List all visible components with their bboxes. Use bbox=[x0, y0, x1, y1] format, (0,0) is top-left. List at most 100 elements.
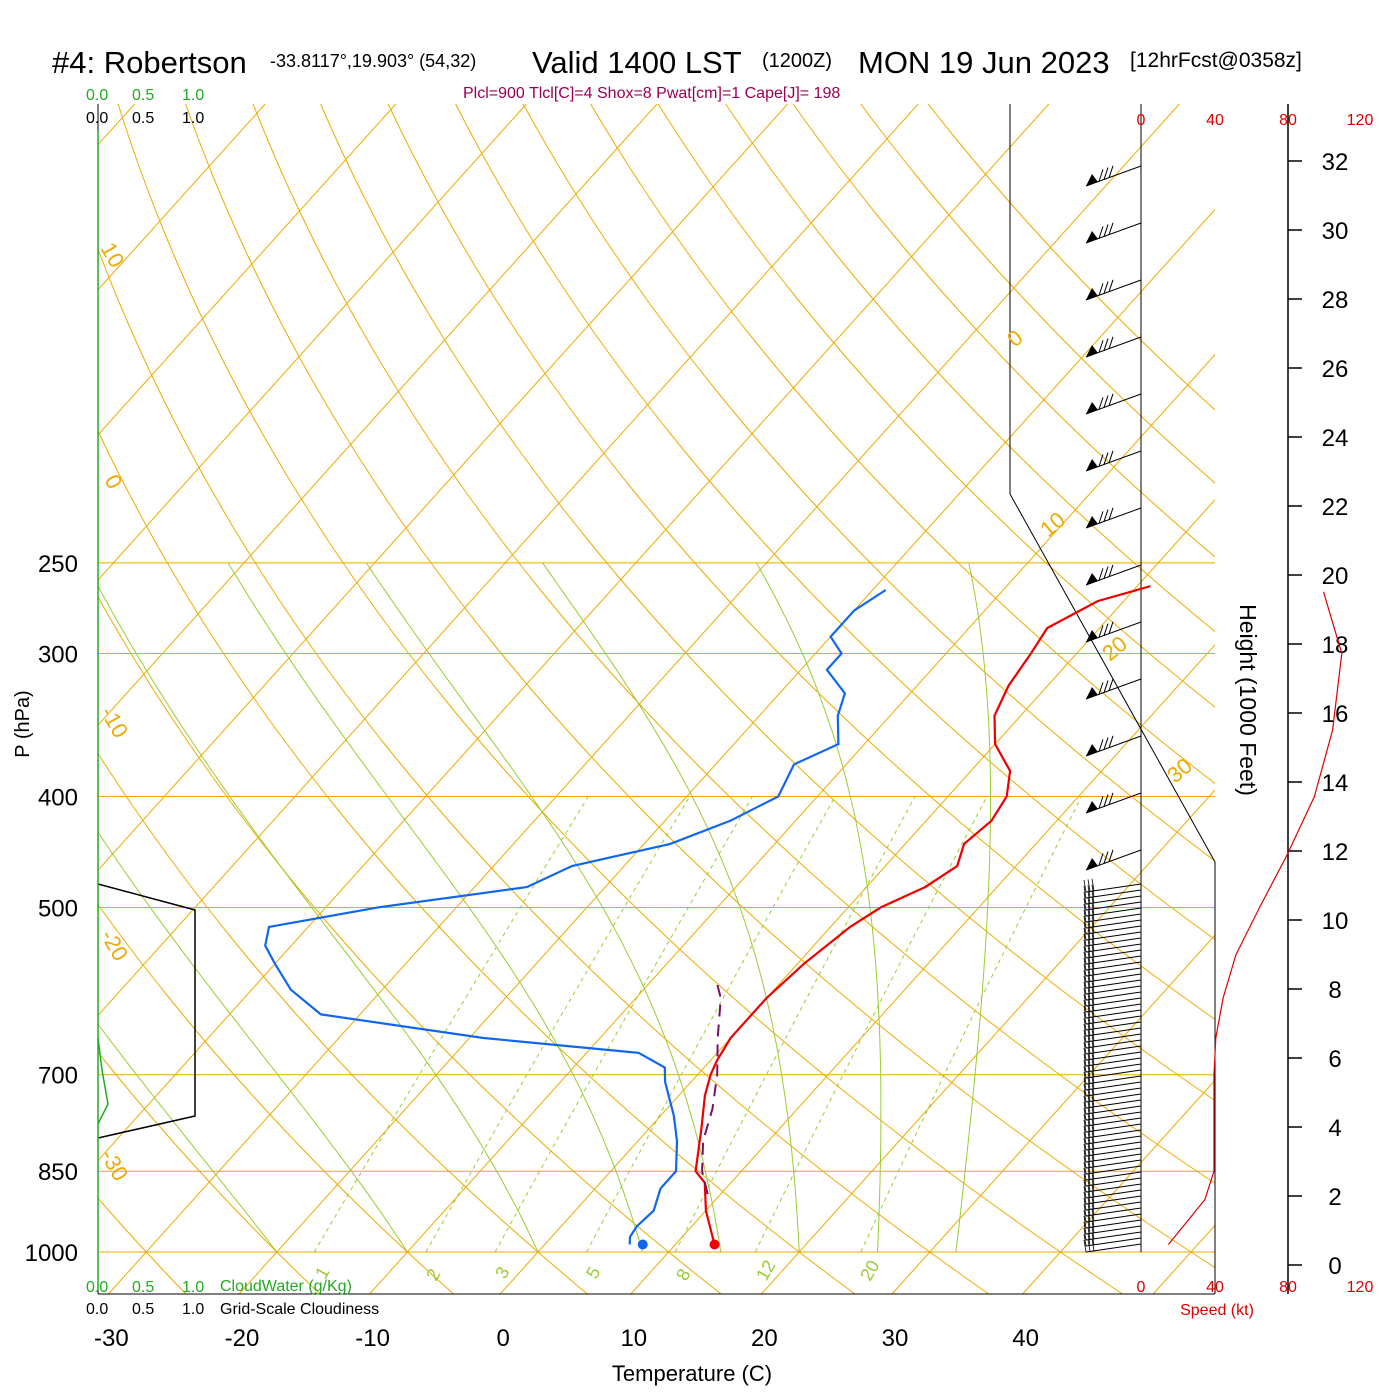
wind-barb-feather bbox=[1083, 1161, 1087, 1175]
isotherm-line bbox=[98, 104, 919, 1017]
wind-barb-feather bbox=[1098, 853, 1104, 866]
wind-barb-staff bbox=[1085, 1099, 1142, 1109]
mixing-ratio-line bbox=[860, 796, 1082, 1253]
wind-barb-feather bbox=[1108, 165, 1114, 178]
dry-adiabat-line bbox=[387, 104, 1215, 1021]
parcel-path-line bbox=[701, 980, 722, 1195]
wind-barb-staff bbox=[1085, 1093, 1142, 1103]
moist-adiabat-line bbox=[955, 562, 991, 1253]
mixing-ratio-label: 2 bbox=[422, 1265, 444, 1284]
wind-barb-feather bbox=[1087, 879, 1091, 892]
wind-barb-feather bbox=[1103, 794, 1109, 807]
isotherm-line bbox=[98, 104, 397, 436]
isotherm-line bbox=[1284, 104, 1400, 1294]
dry-adiabat-line bbox=[455, 104, 1215, 941]
wind-barb-staff bbox=[1085, 919, 1142, 929]
speed-tick-top-3: 120 bbox=[1347, 112, 1374, 129]
wind-barb-staff bbox=[1085, 925, 1142, 935]
mixing-ratio-line bbox=[313, 796, 589, 1253]
isotherm-line bbox=[108, 104, 1180, 1294]
dry-adiabat-label: 0 bbox=[100, 470, 128, 493]
wind-barb-feather bbox=[1103, 851, 1109, 864]
wind-barb-staff bbox=[1085, 907, 1142, 917]
wind-barb-feather bbox=[1083, 915, 1087, 929]
wind-barb-staff bbox=[1085, 1123, 1142, 1133]
cloud-scale-top-1: 0.5 bbox=[132, 87, 154, 104]
wind-barb-staff bbox=[1085, 1075, 1142, 1085]
cloudiness-scale-bottom-1: 0.5 bbox=[132, 1301, 154, 1318]
mixing-ratio-line bbox=[494, 796, 753, 1253]
wind-barb-staff bbox=[1085, 991, 1142, 1001]
dry-adiabat-line bbox=[320, 104, 1215, 1102]
wind-barb-staff bbox=[1085, 1015, 1142, 1025]
speed-tick-bottom-3: 120 bbox=[1347, 1279, 1374, 1296]
wind-barb-feather bbox=[1083, 1071, 1087, 1085]
speed-axis-label: Speed (kt) bbox=[1180, 1302, 1254, 1319]
y-axis-title: P (hPa) bbox=[12, 690, 34, 757]
surface-temperature-dot bbox=[709, 1239, 720, 1250]
wind-barb-feather bbox=[1083, 1041, 1087, 1055]
speed-tick-bottom-1: 40 bbox=[1206, 1279, 1224, 1296]
wind-barb-staff bbox=[1085, 955, 1142, 965]
wind-barb-flag bbox=[1086, 687, 1098, 699]
wind-barb-feather bbox=[1083, 1095, 1087, 1109]
height-tick-label: 30 bbox=[1322, 218, 1349, 245]
wind-barb-staff bbox=[1085, 1195, 1142, 1205]
wind-barb-feather bbox=[1083, 987, 1087, 1001]
wind-barb-feather bbox=[1083, 1233, 1087, 1247]
wind-barb-staff bbox=[1085, 949, 1142, 959]
cloudiness-scale-top-2: 1.0 bbox=[182, 110, 204, 127]
wind-barb-staff bbox=[1085, 1171, 1142, 1181]
wind-barb-feather bbox=[1083, 1119, 1087, 1133]
wind-barb-feather bbox=[1083, 1125, 1087, 1139]
moist-adiabat-line bbox=[542, 562, 800, 1253]
wind-barb-feather bbox=[1108, 336, 1114, 349]
wind-barb-staff bbox=[1085, 1111, 1142, 1121]
speed-tick-bottom-2: 80 bbox=[1279, 1279, 1297, 1296]
height-tick-label: 6 bbox=[1328, 1046, 1341, 1073]
wind-barb-staff bbox=[1085, 1039, 1142, 1049]
height-axis-title: Height (1000 Feet) bbox=[1235, 604, 1261, 796]
chart-frame bbox=[97, 104, 1289, 1295]
dry-adiabat-line bbox=[522, 104, 1215, 862]
wind-barb-feather bbox=[1108, 792, 1114, 805]
wind-barb-feather bbox=[1083, 1017, 1087, 1031]
wind-barb-feather bbox=[1098, 340, 1104, 353]
wind-barb-feather bbox=[1103, 623, 1109, 636]
wind-barb-staff bbox=[1085, 1183, 1142, 1193]
cloud-scale-bottom-0: 0.0 bbox=[86, 1279, 108, 1296]
height-tick-label: 10 bbox=[1322, 908, 1349, 935]
wind-barb-feather bbox=[1098, 454, 1104, 467]
temperature-tick-label: -20 bbox=[225, 1325, 260, 1352]
wind-barb-staff bbox=[1085, 1021, 1142, 1031]
wind-barb-feather bbox=[1083, 1185, 1087, 1199]
wind-barb-staff bbox=[1085, 1153, 1142, 1163]
speed-tick-top-0: 0 bbox=[1137, 112, 1146, 129]
wind-barb-feather bbox=[1083, 1143, 1087, 1157]
wind-barb-feather bbox=[1108, 735, 1114, 748]
forecast-info: [12hrFcst@0358z] bbox=[1130, 49, 1302, 72]
valid-time: Valid 1400 LST bbox=[532, 45, 742, 80]
wind-barb-feather bbox=[1083, 1089, 1087, 1103]
station-coords: -33.8117°,19.903° (54,32) bbox=[270, 51, 476, 71]
wind-barb-feather bbox=[1083, 921, 1087, 935]
wind-barb-feather bbox=[1083, 1077, 1087, 1091]
wind-barb-staff bbox=[1085, 1231, 1142, 1241]
isotherm-line bbox=[98, 104, 266, 291]
mixing-ratio-line bbox=[425, 796, 691, 1253]
isotherm-line bbox=[98, 104, 658, 726]
wind-barb-feather bbox=[1108, 279, 1114, 292]
background-lines bbox=[98, 104, 1400, 1294]
isotherm-line bbox=[1022, 1079, 1215, 1294]
wind-barb-feather bbox=[1083, 1203, 1087, 1217]
wind-barb-staff bbox=[1085, 1063, 1142, 1073]
wind-barb-staff bbox=[1085, 961, 1142, 971]
temperature-tick-label: -10 bbox=[355, 1325, 390, 1352]
wind-barb-staff bbox=[1085, 943, 1142, 953]
cloud-water-profile bbox=[97, 1037, 109, 1125]
height-tick-label: 2 bbox=[1328, 1184, 1341, 1211]
wind-barb-flag bbox=[1086, 573, 1098, 585]
right-boundary-line bbox=[1009, 104, 1216, 1294]
wind-barb-staff bbox=[1085, 1087, 1142, 1097]
wind-barb-feather bbox=[1091, 878, 1095, 891]
